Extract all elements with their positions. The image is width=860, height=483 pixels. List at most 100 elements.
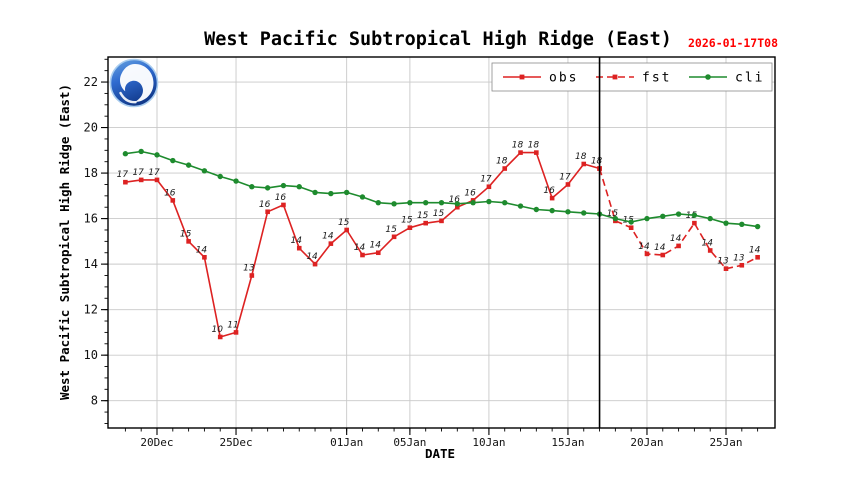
legend-marker-fst bbox=[612, 74, 618, 80]
cli-marker bbox=[407, 199, 413, 206]
point-label: 18 bbox=[496, 157, 508, 167]
y-tick-label: 8 bbox=[91, 394, 98, 408]
point-label: 13 bbox=[733, 253, 745, 263]
point-label: 14 bbox=[322, 232, 334, 242]
obs-marker bbox=[502, 166, 508, 171]
point-label: 14 bbox=[196, 245, 208, 255]
obs-marker bbox=[565, 182, 571, 187]
point-label: 14 bbox=[370, 241, 382, 251]
legend-label-fst: fst bbox=[642, 71, 671, 86]
point-label: 15 bbox=[180, 229, 192, 239]
x-axis-title: DATE bbox=[425, 446, 455, 461]
obs-marker bbox=[186, 239, 191, 244]
obs-marker bbox=[154, 177, 160, 183]
x-tick-label: 01Jan bbox=[330, 436, 363, 449]
chart-title: West Pacific Subtropical High Ridge (Eas… bbox=[204, 29, 672, 50]
obs-marker bbox=[249, 273, 255, 278]
x-tick-label: 10Jan bbox=[472, 436, 505, 449]
obs-marker bbox=[296, 245, 302, 251]
point-label: 11 bbox=[227, 320, 238, 330]
cli-marker bbox=[612, 215, 619, 222]
obs-marker bbox=[455, 204, 460, 210]
obs-marker bbox=[123, 179, 128, 185]
obs-marker bbox=[360, 252, 365, 258]
point-label: 16 bbox=[164, 188, 176, 198]
cli-marker bbox=[438, 199, 445, 206]
obs-marker bbox=[581, 161, 587, 167]
cli-marker bbox=[628, 219, 634, 225]
point-label: 16 bbox=[449, 195, 461, 205]
point-label: 17 bbox=[132, 168, 144, 178]
obs-marker bbox=[233, 330, 239, 335]
cli-marker bbox=[122, 151, 129, 157]
point-label: 14 bbox=[749, 245, 761, 255]
point-label: 10 bbox=[211, 325, 223, 335]
fst-marker bbox=[755, 254, 760, 260]
cli-marker bbox=[328, 190, 334, 197]
obs-marker bbox=[518, 150, 523, 155]
point-label: 15 bbox=[607, 209, 619, 219]
point-label: 13 bbox=[717, 257, 729, 267]
cli-marker bbox=[549, 207, 555, 214]
point-label: 14 bbox=[670, 234, 682, 244]
x-tick-label: 05Jan bbox=[393, 436, 426, 449]
point-label: 14 bbox=[291, 236, 303, 246]
cli-marker bbox=[296, 184, 302, 190]
y-tick-label: 10 bbox=[84, 348, 98, 362]
cli-marker bbox=[691, 212, 698, 218]
cli-marker bbox=[249, 184, 255, 190]
point-label: 17 bbox=[117, 170, 129, 180]
cli-marker bbox=[723, 220, 729, 226]
obs-marker bbox=[217, 334, 223, 340]
cli-marker bbox=[233, 178, 239, 184]
y-tick-label: 12 bbox=[84, 303, 98, 317]
obs-marker bbox=[138, 177, 144, 183]
point-label: 15 bbox=[686, 211, 698, 221]
cli-marker bbox=[581, 210, 587, 216]
fst-marker bbox=[739, 262, 745, 268]
y-tick-label: 14 bbox=[84, 257, 98, 271]
point-label: 16 bbox=[275, 193, 287, 203]
fst-marker bbox=[707, 248, 713, 253]
cli-marker bbox=[707, 215, 713, 222]
cli-marker bbox=[454, 201, 461, 207]
cli-marker bbox=[312, 189, 318, 196]
point-label: 13 bbox=[243, 264, 255, 274]
fst-marker bbox=[676, 243, 681, 249]
fst-marker bbox=[723, 266, 729, 271]
cli-marker bbox=[565, 209, 571, 215]
fst-marker bbox=[692, 220, 697, 226]
cli-marker bbox=[517, 203, 524, 209]
cli-marker bbox=[217, 173, 223, 180]
point-label: 14 bbox=[701, 238, 713, 248]
cli-marker bbox=[739, 221, 745, 227]
point-label: 18 bbox=[528, 141, 540, 151]
obs-marker bbox=[549, 195, 555, 201]
obs-marker bbox=[265, 209, 270, 215]
obs-marker bbox=[407, 225, 413, 231]
point-label: 14 bbox=[354, 243, 366, 253]
x-tick-label: 20Jan bbox=[630, 436, 663, 449]
cli-marker bbox=[359, 194, 366, 200]
plot-border bbox=[107, 56, 776, 429]
y-axis-title: West Pacific Subtropical High Ridge (Eas… bbox=[57, 84, 72, 400]
cli-marker bbox=[391, 201, 397, 207]
obs-marker bbox=[423, 220, 428, 226]
cli-marker bbox=[502, 199, 508, 206]
obs-marker bbox=[281, 202, 286, 208]
point-label: 15 bbox=[338, 218, 350, 228]
point-label: 15 bbox=[417, 211, 429, 221]
cli-marker bbox=[343, 189, 350, 196]
x-tick-label: 25Jan bbox=[709, 436, 742, 449]
point-label: 17 bbox=[148, 168, 160, 178]
point-label: 18 bbox=[512, 141, 524, 151]
cli-marker bbox=[138, 148, 144, 155]
x-tick-label: 20Dec bbox=[140, 436, 173, 449]
cli-marker bbox=[170, 157, 176, 164]
cli-marker bbox=[486, 198, 492, 205]
cli-marker bbox=[675, 211, 682, 217]
obs-marker bbox=[375, 250, 381, 256]
chart-timestamp: 2026-01-17T08 bbox=[688, 36, 778, 50]
point-label: 15 bbox=[385, 225, 397, 235]
